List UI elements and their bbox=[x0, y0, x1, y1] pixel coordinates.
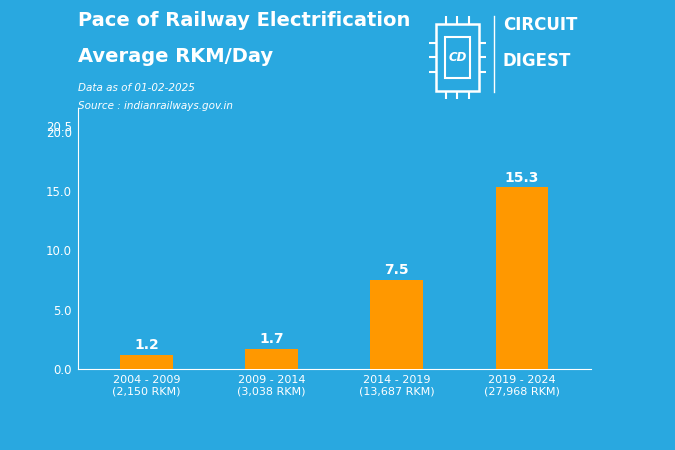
Text: DIGEST: DIGEST bbox=[503, 52, 571, 70]
FancyBboxPatch shape bbox=[445, 36, 470, 78]
Text: 15.3: 15.3 bbox=[505, 171, 539, 184]
Bar bbox=[120, 355, 173, 369]
Text: CIRCUIT: CIRCUIT bbox=[503, 16, 577, 34]
Text: 7.5: 7.5 bbox=[384, 263, 409, 277]
Text: Pace of Railway Electrification: Pace of Railway Electrification bbox=[78, 11, 410, 30]
Text: 1.7: 1.7 bbox=[259, 332, 284, 346]
Text: CD: CD bbox=[448, 51, 466, 64]
Text: Data as of 01-02-2025: Data as of 01-02-2025 bbox=[78, 83, 194, 93]
Bar bbox=[371, 280, 423, 369]
Text: Source : indianrailways.gov.in: Source : indianrailways.gov.in bbox=[78, 101, 233, 111]
FancyBboxPatch shape bbox=[435, 24, 479, 91]
Bar bbox=[495, 188, 548, 369]
Text: Average RKM/Day: Average RKM/Day bbox=[78, 47, 273, 66]
Bar bbox=[245, 349, 298, 369]
Text: 1.2: 1.2 bbox=[134, 338, 159, 352]
